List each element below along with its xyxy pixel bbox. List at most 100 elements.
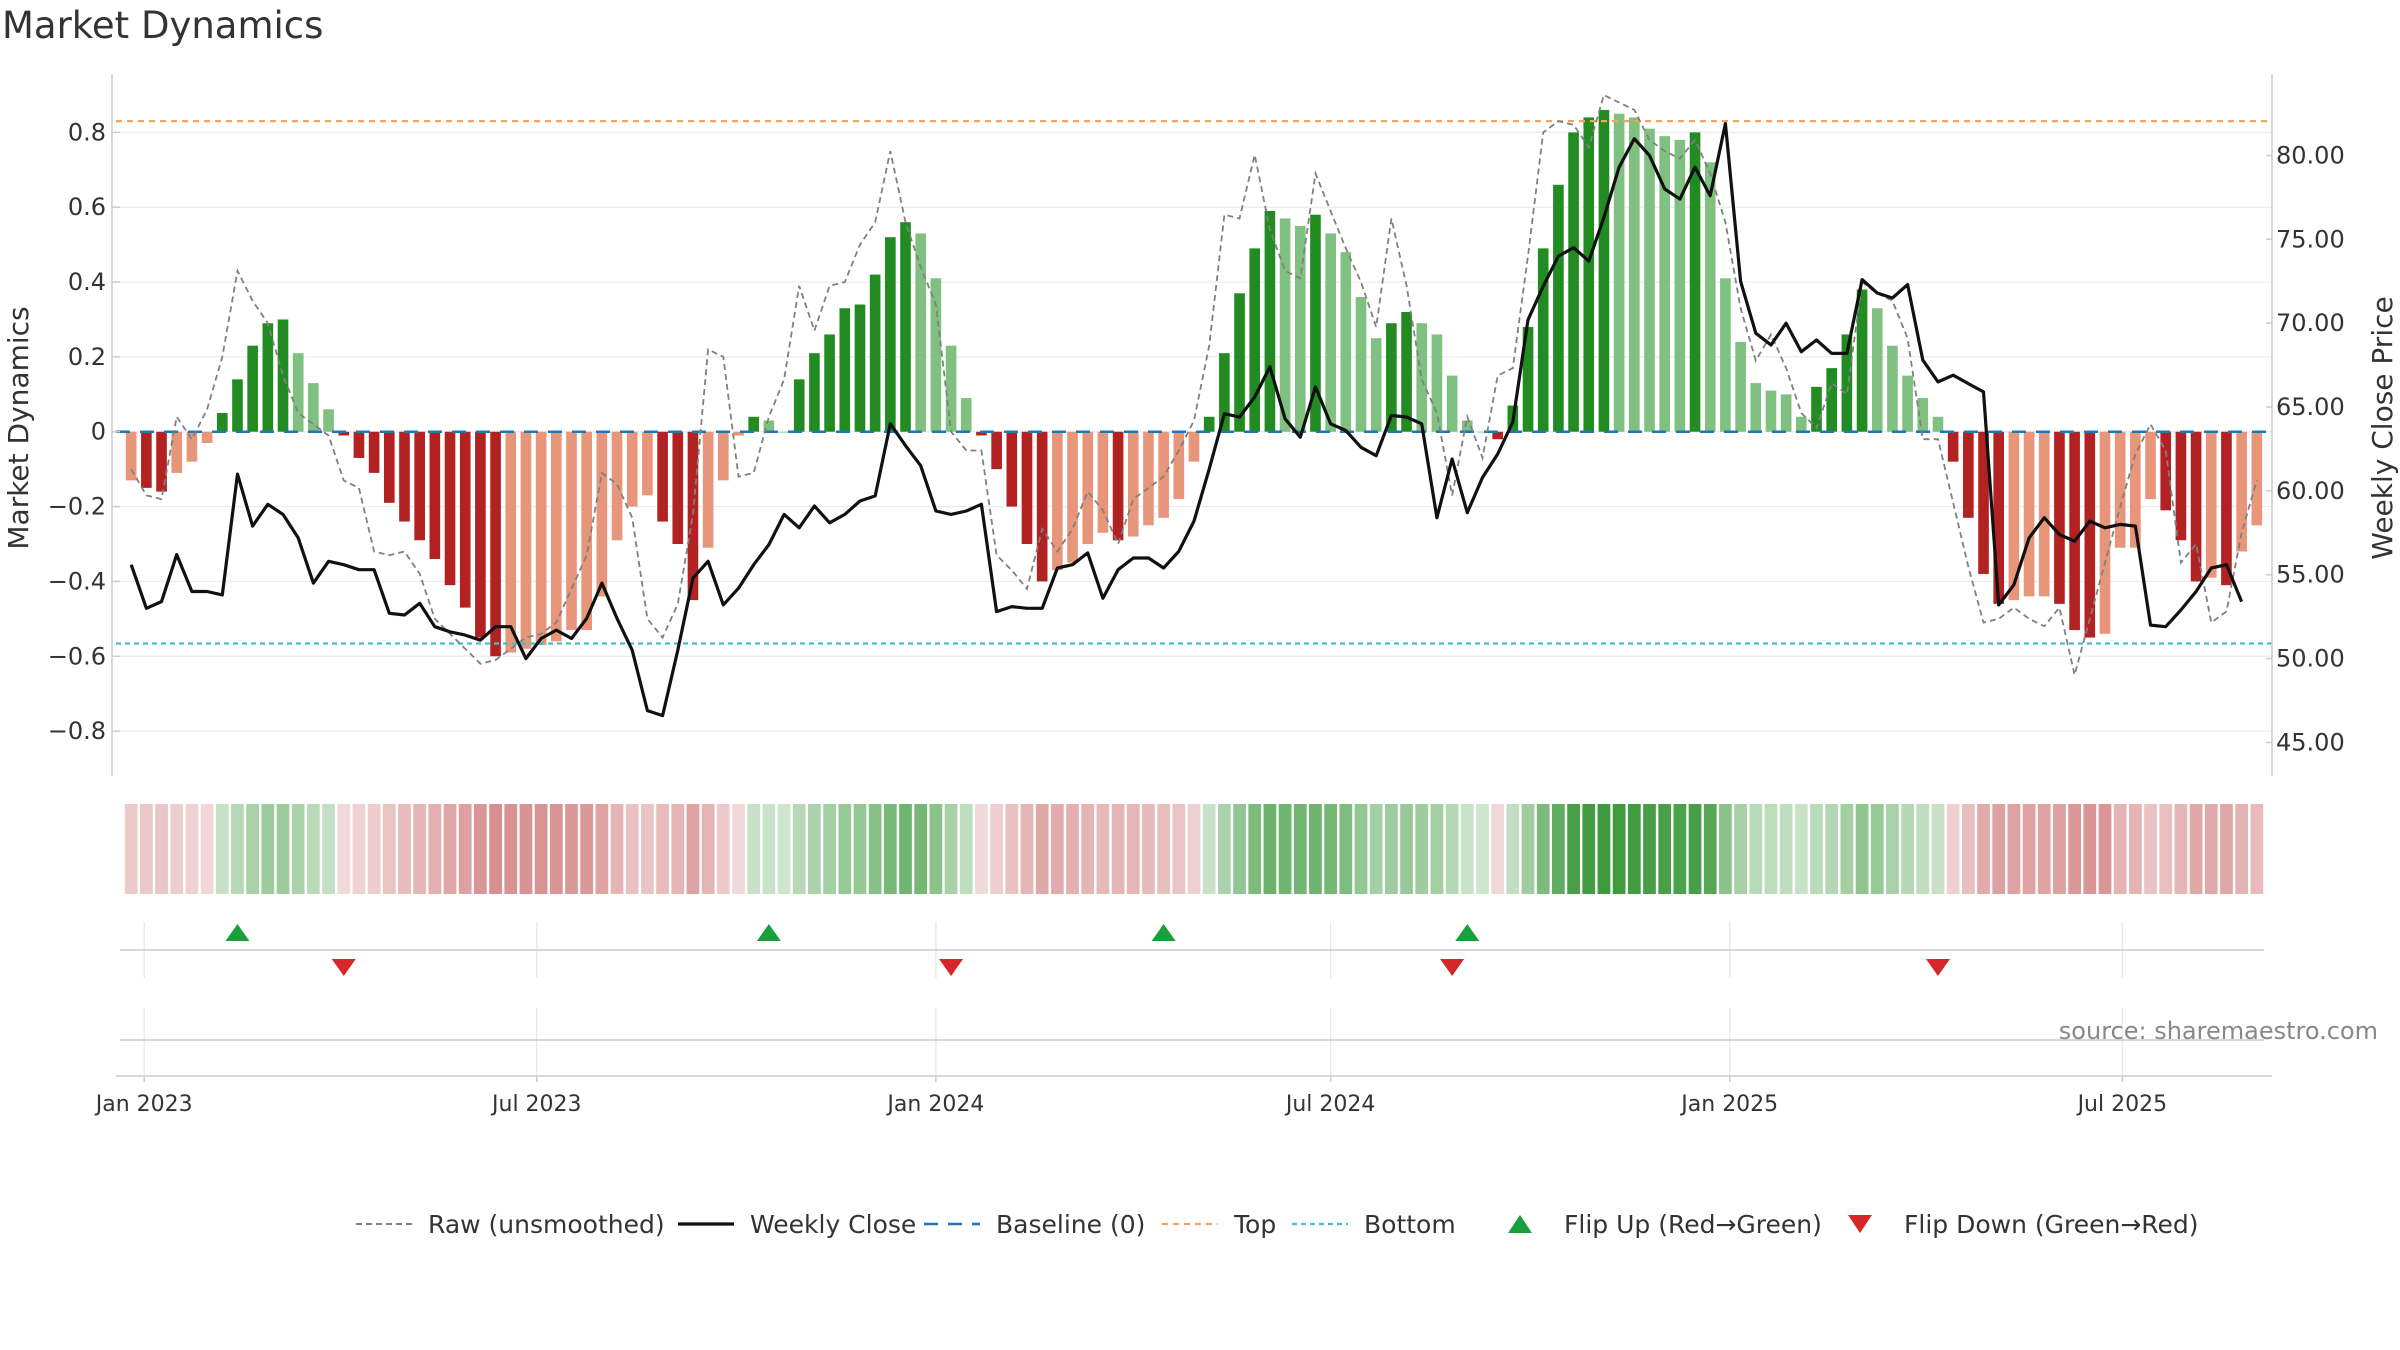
dynamics-bar: [1067, 431, 1078, 563]
regime-strip-cell: [1779, 804, 1793, 894]
dynamics-bar: [1537, 248, 1549, 432]
regime-strip-cell: [2128, 804, 2142, 894]
dynamics-bar: [1993, 431, 2005, 604]
dynamics-bar: [1720, 278, 1731, 432]
y-tick-label: 0.6: [68, 193, 106, 221]
legend-item-flipdown: Flip Down (Green→Red): [1848, 1210, 2199, 1239]
dynamics-bar: [869, 274, 881, 432]
y-tick-label: −0.4: [48, 567, 106, 595]
dynamics-bar: [156, 431, 167, 492]
regime-strip-cell: [504, 804, 518, 894]
dynamics-bar: [353, 431, 365, 458]
dynamics-bar: [900, 222, 911, 432]
regime-strip-cell: [1764, 804, 1778, 894]
legend-item-top: Top: [1162, 1210, 1276, 1239]
dynamics-bar: [383, 431, 395, 503]
dynamics-bar: [520, 431, 532, 649]
dynamics-bar: [1704, 162, 1716, 432]
dynamics-bar: [1401, 312, 1412, 432]
regime-strip-cell: [641, 804, 654, 894]
dynamics-bar: [1871, 308, 1883, 432]
regime-strip-cell: [1400, 804, 1413, 894]
dynamics-bar: [201, 431, 213, 443]
x-tick-label: Jul 2023: [490, 1092, 582, 1117]
regime-strip-cell: [1293, 804, 1307, 894]
dynamics-bar: [1583, 117, 1595, 432]
regime-strip-cell: [1445, 804, 1459, 894]
regime-strip-cell: [1187, 804, 1201, 894]
regime-strip-cell: [1749, 804, 1763, 894]
dynamics-bar: [125, 431, 137, 481]
dynamics-bar: [444, 431, 456, 586]
regime-strip-cell: [1916, 804, 1930, 894]
dynamics-bar: [1628, 117, 1640, 432]
dynamics-bar: [2054, 431, 2065, 604]
regime-strip-cell: [2037, 804, 2051, 894]
legend-flip-up-swatch: [1508, 1215, 1532, 1233]
dynamics-bar: [2205, 431, 2217, 578]
regime-strip-cell: [1339, 804, 1353, 894]
y-tick-label: 0.4: [68, 268, 106, 296]
regime-strip-cell: [1719, 804, 1732, 894]
regime-strip-cell: [2204, 804, 2218, 894]
dynamics-bar: [1021, 431, 1033, 544]
regime-strip-cell: [337, 804, 351, 894]
regime-strip-cell: [580, 804, 594, 894]
legend-item-close: Weekly Close: [678, 1210, 916, 1239]
dynamics-bar: [657, 431, 668, 522]
regime-strip-cell: [868, 804, 882, 894]
dynamics-bar: [1811, 386, 1822, 432]
dynamics-bar: [1644, 128, 1655, 432]
regime-strip-cell: [1005, 804, 1019, 894]
regime-strip-cell: [474, 804, 487, 894]
regime-strip-cell: [2083, 804, 2097, 894]
flip-down-marker: [939, 959, 964, 976]
regime-strip-cell: [443, 804, 457, 894]
y2-tick-label: 50.00: [2276, 645, 2345, 673]
dynamics-bar: [1036, 431, 1048, 582]
regime-strip-cell: [2189, 804, 2203, 894]
dynamics-bar: [475, 431, 486, 638]
regime-strip-cell: [808, 804, 821, 894]
flip-up-marker: [1455, 924, 1480, 941]
dynamics-bar: [1158, 431, 1169, 518]
regime-strip-cell: [170, 804, 184, 894]
regime-strip-cell: [1096, 804, 1110, 894]
y-tick-label: −0.8: [48, 717, 106, 745]
regime-strip-cell: [1521, 804, 1535, 894]
y2-tick-label: 60.00: [2276, 477, 2345, 505]
dynamics-bar: [1477, 431, 1488, 433]
regime-strip-cell: [124, 804, 138, 894]
regime-strip-cell: [944, 804, 958, 894]
legend-item-flipup: Flip Up (Red→Green): [1508, 1210, 1822, 1239]
dynamics-bar: [2038, 431, 2050, 597]
regime-strip-cell: [185, 804, 199, 894]
dynamics-bar: [308, 383, 319, 432]
regime-strip-cell: [1020, 804, 1034, 894]
dynamics-bar: [885, 237, 896, 432]
x-tick-label: Jul 2024: [1284, 1092, 1376, 1117]
y-axis-title: Market Dynamics: [2, 306, 35, 549]
dynamics-bar: [1386, 323, 1397, 432]
regime-strip-cell: [1369, 804, 1383, 894]
regime-strip-cell: [2144, 804, 2157, 894]
dynamics-bar: [1947, 431, 1959, 462]
legend-label: Weekly Close: [750, 1210, 916, 1239]
regime-strip-cell: [565, 804, 578, 894]
regime-strip-cell: [686, 804, 700, 894]
regime-strip-cell: [625, 804, 639, 894]
regime-strip-cell: [246, 804, 260, 894]
dynamics-bar: [1598, 109, 1610, 432]
regime-strip-cell: [747, 804, 761, 894]
regime-strip-cell: [2113, 804, 2127, 894]
dynamics-bar: [2145, 431, 2156, 500]
regime-strip-cell: [838, 804, 852, 894]
regime-strip-cell: [1840, 804, 1854, 894]
regime-strip-cell: [1233, 804, 1246, 894]
dynamics-bar: [2069, 431, 2080, 631]
regime-strip-cell: [656, 804, 669, 894]
dynamics-bar: [1689, 132, 1701, 432]
regime-strip-cell: [382, 804, 396, 894]
regime-strip-cell: [276, 804, 290, 894]
dynamics-bar: [1902, 375, 1913, 432]
